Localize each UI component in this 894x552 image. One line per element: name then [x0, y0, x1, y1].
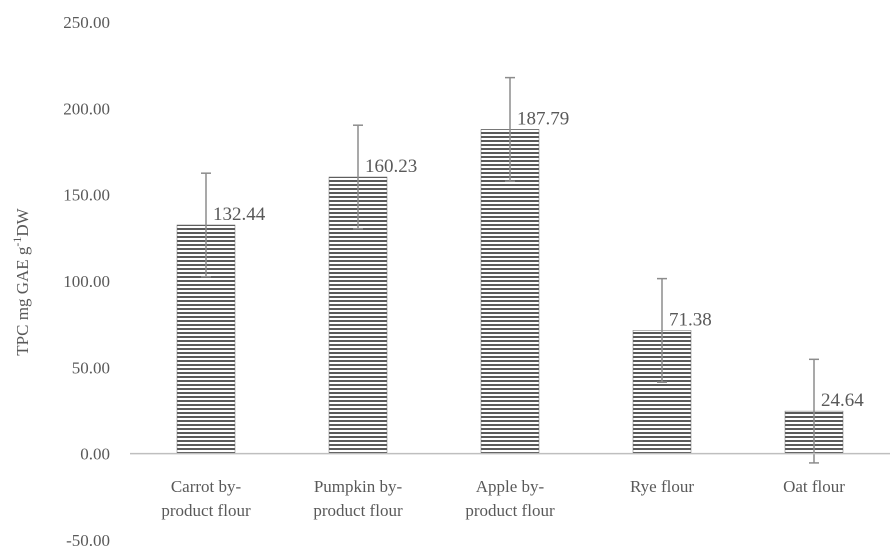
data-label: 71.38 [669, 309, 712, 330]
y-tick-label: -50.00 [66, 531, 110, 550]
error-bars [201, 76, 819, 464]
data-label: 132.44 [213, 204, 266, 225]
data-labels: 132.44 160.23 187.79 71.38 24.64 [213, 108, 864, 411]
y-tick-label: 100.00 [63, 272, 110, 291]
y-tick-label: 0.00 [80, 445, 110, 464]
y-tick-label: 150.00 [63, 186, 110, 205]
y-tick-label: 50.00 [72, 358, 110, 377]
error-bar [353, 124, 363, 230]
y-axis-label: TPC mg GAE g-1DW [10, 207, 32, 355]
data-label: 160.23 [365, 156, 417, 177]
y-axis-ticks: 250.00 200.00 150.00 100.00 50.00 0.00 -50.00 [63, 13, 110, 550]
error-bar [505, 76, 515, 182]
category-labels: Carrot by-product flour Pumpkin by-produc… [161, 477, 845, 520]
x-tick-label: Oat flour [783, 477, 845, 496]
error-bar [657, 277, 667, 383]
y-tick-label: 200.00 [63, 99, 110, 118]
x-tick-label: Carrot by-product flour [161, 477, 251, 520]
y-tick-label: 250.00 [63, 13, 110, 32]
data-label: 24.64 [821, 390, 864, 411]
x-tick-label: Pumpkin by-product flour [313, 477, 403, 520]
x-tick-label: Apple by-product flour [465, 477, 555, 520]
error-bar [809, 358, 819, 464]
x-tick-label: Rye flour [630, 477, 694, 496]
error-bar [201, 172, 211, 278]
data-label: 187.79 [517, 108, 569, 129]
